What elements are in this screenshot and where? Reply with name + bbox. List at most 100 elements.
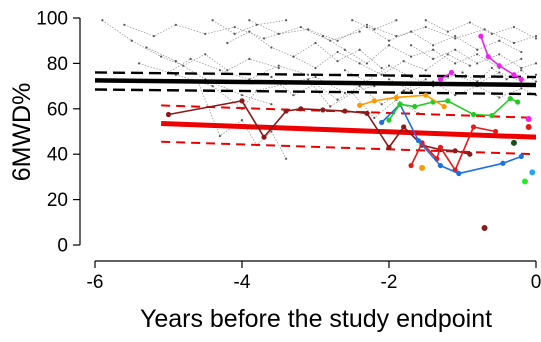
background-point [336, 39, 339, 42]
background-trajectory-line [102, 19, 279, 71]
background-trajectory-line [462, 67, 537, 83]
isolated-point [525, 123, 532, 130]
background-point [218, 134, 222, 138]
background-point [498, 96, 501, 99]
background-point [358, 30, 361, 33]
background-point [424, 78, 427, 81]
background-point [270, 75, 273, 79]
series-point [393, 94, 399, 101]
background-point [476, 53, 479, 56]
background-point [409, 30, 413, 33]
background-trajectory-line [352, 19, 397, 30]
background-point [285, 157, 288, 160]
black-fit-line [94, 78, 537, 88]
y-tick-label: 80 [47, 54, 68, 75]
background-trajectory-line [138, 58, 309, 80]
background-point [387, 64, 391, 67]
background-point [454, 62, 457, 65]
background-point [321, 35, 324, 38]
series-point [507, 95, 513, 102]
background-point [101, 19, 104, 22]
background-point [174, 60, 177, 63]
axes: 0 20 40 60 80 100 -6 -4 -2 0 [36, 9, 541, 294]
background-point [270, 46, 273, 49]
background-point [409, 89, 413, 92]
series-line [168, 100, 470, 155]
background-point [292, 94, 295, 97]
background-trajectory-line [227, 31, 382, 69]
background-point [490, 66, 493, 70]
background-point [314, 41, 317, 45]
y-tick-label: 60 [47, 99, 68, 120]
series-point [320, 107, 326, 113]
series-point [261, 134, 267, 140]
background-point [123, 23, 126, 26]
x-axis-title: Years before the study endpoint [140, 305, 492, 333]
background-point [277, 66, 280, 70]
red-lower-line [161, 140, 537, 156]
background-trajectory-line [146, 47, 272, 105]
series-point [165, 111, 172, 118]
background-point [292, 55, 295, 58]
background-point [402, 89, 405, 92]
y-tick-label: 40 [47, 145, 68, 166]
background-point [299, 25, 302, 29]
background-point [358, 48, 361, 51]
background-point [351, 19, 354, 22]
y-tick-label: 100 [36, 9, 68, 30]
y-axis-title: 6MWD% [8, 83, 36, 182]
black-upper-line [94, 71, 537, 79]
background-point [468, 64, 471, 67]
background-point [211, 19, 214, 22]
background-trajectory-line [212, 19, 287, 35]
series-point [239, 98, 245, 104]
isolated-point [521, 178, 528, 185]
background-point [233, 25, 236, 29]
series-point [518, 76, 524, 82]
background-point [160, 55, 163, 58]
background-point [211, 85, 214, 88]
background-point [248, 57, 251, 60]
background-point [307, 78, 310, 81]
series-point [364, 110, 370, 116]
background-point [520, 50, 523, 54]
background-point [138, 62, 141, 65]
background-point [387, 44, 391, 47]
background-point [373, 116, 376, 119]
background-point [343, 48, 346, 51]
highlighted-trajectories [165, 33, 524, 177]
series-point [408, 162, 414, 169]
series-point [478, 33, 484, 39]
series-point [515, 99, 521, 105]
series-point [492, 128, 499, 135]
x-tick-label: 0 [531, 272, 541, 293]
background-point [189, 57, 192, 60]
background-point [432, 57, 435, 60]
background-point [226, 69, 229, 72]
background-point [402, 60, 405, 63]
background-point [365, 62, 369, 65]
background-point [365, 23, 369, 26]
series-point [456, 170, 462, 177]
background-point [277, 64, 280, 67]
background-point [145, 46, 148, 49]
series-point [470, 111, 477, 118]
background-trajectory-line [410, 44, 537, 69]
background-point [248, 30, 251, 33]
x-tick-label: -4 [234, 272, 251, 293]
background-trajectory-line [293, 51, 470, 76]
background-point [512, 25, 516, 29]
background-point [424, 25, 427, 29]
isolated-point [529, 169, 536, 176]
background-point [343, 91, 346, 95]
background-point [314, 66, 317, 70]
series-point [437, 162, 444, 169]
series-point [489, 113, 495, 119]
background-point [262, 37, 266, 40]
background-point [233, 32, 236, 35]
series-point [342, 108, 348, 114]
series-point [379, 119, 385, 126]
series-point [485, 53, 491, 60]
background-point [424, 19, 427, 22]
